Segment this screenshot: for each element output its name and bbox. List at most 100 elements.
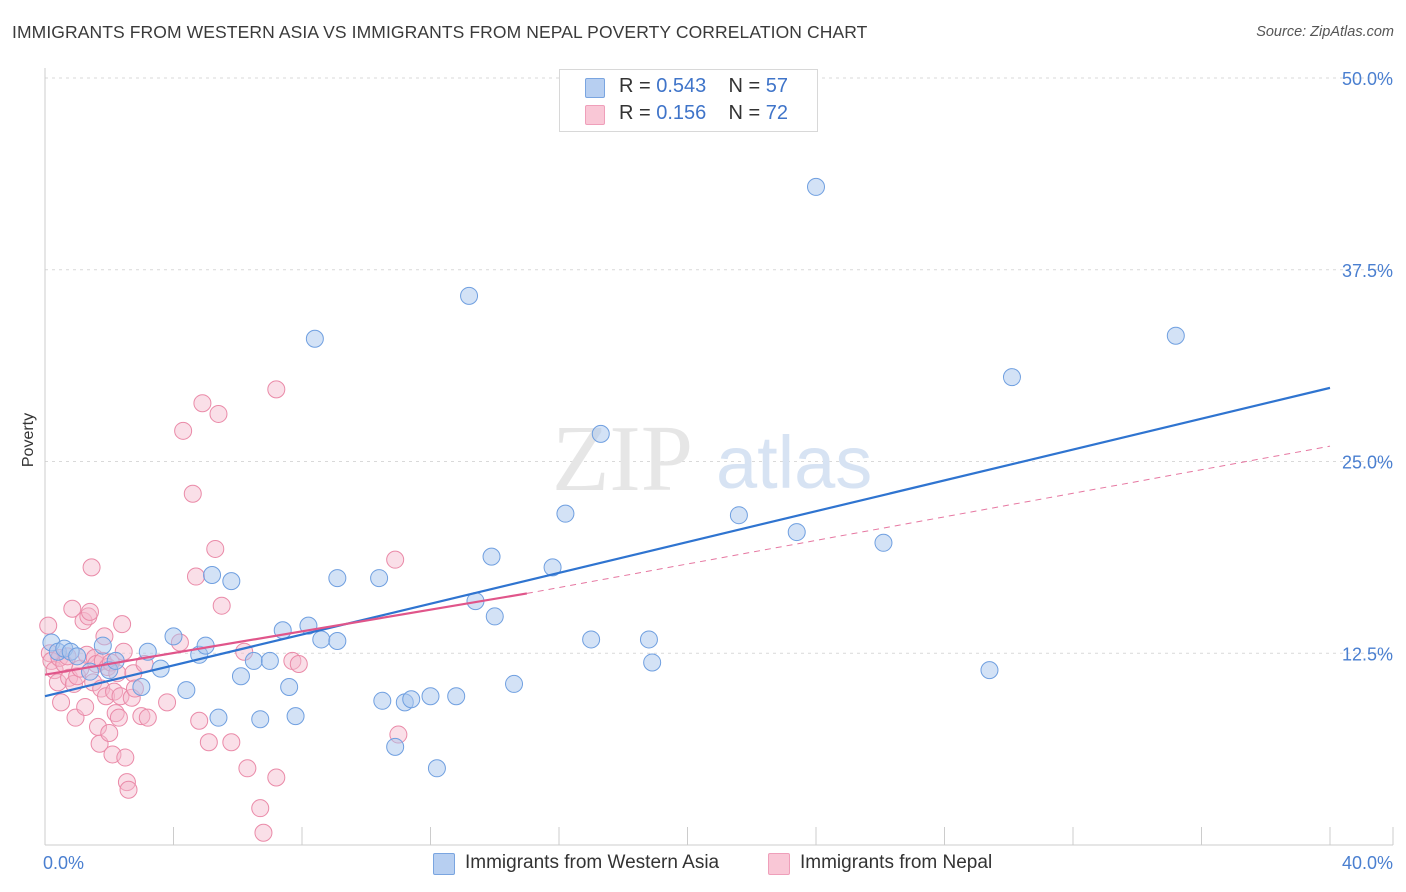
- bottom-legend-label: Immigrants from Western Asia: [465, 852, 720, 873]
- data-point-nepal: [132, 707, 151, 726]
- legend-r-label: R =: [619, 75, 651, 97]
- data-point-western-asia: [543, 558, 562, 577]
- data-point-nepal: [190, 711, 209, 730]
- data-point-western-asia: [244, 651, 263, 670]
- data-point-nepal: [289, 654, 308, 673]
- data-point-nepal: [267, 380, 286, 399]
- data-point-western-asia: [807, 177, 825, 196]
- data-point-nepal: [116, 748, 135, 767]
- data-point-nepal: [186, 567, 205, 586]
- tick-labels: 12.5% 25.0% 37.5% 50.0% 0.0% 40.0%: [43, 69, 1393, 873]
- data-point-western-asia: [373, 691, 392, 710]
- data-point-western-asia: [177, 681, 196, 700]
- data-point-western-asia: [582, 630, 601, 649]
- legend-r-value: 0.156: [656, 102, 707, 124]
- data-point-nepal: [100, 724, 119, 743]
- data-point-western-asia: [1002, 368, 1021, 387]
- data-point-nepal: [80, 602, 99, 621]
- data-point-western-asia: [591, 424, 610, 443]
- bottom-legend-swatch-pink: [768, 853, 790, 875]
- data-point-nepal: [119, 780, 138, 799]
- gridlines: [45, 77, 1393, 654]
- trend-line-western-asia: [44, 386, 1331, 698]
- data-point-nepal: [105, 682, 124, 701]
- chart-title: IMMIGRANTS FROM WESTERN ASIA VS IMMIGRAN…: [12, 22, 868, 42]
- data-point-western-asia: [980, 661, 999, 680]
- data-point-nepal: [386, 550, 405, 569]
- trend-line-nepal: [44, 592, 528, 676]
- trend-lines: [44, 386, 1331, 698]
- data-point-western-asia: [370, 569, 389, 588]
- legend-swatch-blue: [585, 78, 605, 98]
- data-point-nepal: [174, 421, 193, 440]
- data-point-nepal: [52, 693, 71, 712]
- data-point-nepal: [267, 768, 286, 787]
- watermark: ZIP atlas: [552, 407, 872, 511]
- axes: [44, 68, 1394, 846]
- data-point-western-asia: [68, 647, 87, 666]
- data-point-western-asia: [312, 630, 331, 649]
- data-point-western-asia: [251, 710, 270, 729]
- data-point-nepal: [199, 733, 218, 752]
- data-point-western-asia: [132, 677, 151, 696]
- data-point-western-asia: [556, 504, 575, 523]
- data-point-western-asia: [639, 630, 658, 649]
- data-point-nepal: [82, 558, 101, 577]
- y-tick-label: 12.5%: [1342, 644, 1393, 664]
- y-tick-label: 37.5%: [1342, 261, 1393, 281]
- y-tick-label: 50.0%: [1342, 69, 1393, 89]
- data-point-western-asia: [280, 677, 299, 696]
- data-point-western-asia: [260, 651, 279, 670]
- data-point-western-asia: [421, 687, 440, 706]
- bottom-legend-label: Immigrants from Nepal: [800, 852, 993, 873]
- data-point-western-asia: [328, 569, 347, 588]
- data-point-western-asia: [203, 566, 222, 585]
- data-point-western-asia: [231, 667, 250, 686]
- x-tick-label: 0.0%: [43, 853, 84, 873]
- data-point-western-asia: [460, 286, 479, 305]
- data-point-nepal: [39, 616, 58, 635]
- data-point-western-asia: [787, 523, 806, 542]
- data-point-western-asia: [93, 636, 112, 655]
- data-point-western-asia: [729, 506, 748, 525]
- data-point-western-asia: [874, 533, 893, 552]
- data-point-nepal: [48, 673, 67, 692]
- data-point-nepal: [193, 394, 212, 413]
- data-point-nepal: [117, 773, 136, 792]
- data-point-western-asia: [305, 329, 324, 348]
- data-point-western-asia: [643, 653, 662, 672]
- data-point-western-asia: [328, 631, 347, 650]
- data-point-nepal: [251, 799, 270, 818]
- legend-swatch-pink: [585, 105, 605, 125]
- data-point-nepal: [113, 615, 132, 634]
- legend-n-value: 57: [765, 75, 789, 97]
- data-point-nepal: [222, 733, 241, 752]
- data-point-western-asia: [209, 708, 228, 727]
- data-point-western-asia: [482, 547, 501, 566]
- data-point-nepal: [183, 484, 202, 503]
- data-point-western-asia: [485, 607, 504, 626]
- data-point-nepal: [238, 759, 257, 778]
- data-point-nepal: [109, 708, 128, 727]
- source-label: Source: ZipAtlas.com: [1256, 24, 1394, 40]
- bottom-legend-swatch-blue: [433, 853, 455, 875]
- data-point-western-asia: [447, 687, 466, 706]
- watermark-zip: ZIP: [552, 407, 693, 511]
- data-point-nepal: [212, 596, 231, 615]
- data-point-nepal: [254, 823, 273, 842]
- data-point-western-asia: [386, 737, 405, 756]
- legend-n-label: N =: [728, 75, 761, 97]
- data-point-western-asia: [402, 690, 421, 709]
- data-point-nepal: [209, 404, 228, 423]
- data-point-western-asia: [222, 572, 241, 591]
- data-point-nepal: [138, 708, 157, 727]
- legend-n-label: N =: [728, 102, 761, 124]
- legend-r-value: 0.543: [656, 75, 707, 97]
- data-point-nepal: [63, 599, 82, 618]
- data-point-nepal: [158, 693, 177, 712]
- data-point-western-asia: [427, 759, 446, 778]
- y-tick-label: 25.0%: [1342, 453, 1393, 473]
- data-point-nepal: [206, 539, 225, 558]
- data-point-nepal: [76, 697, 95, 716]
